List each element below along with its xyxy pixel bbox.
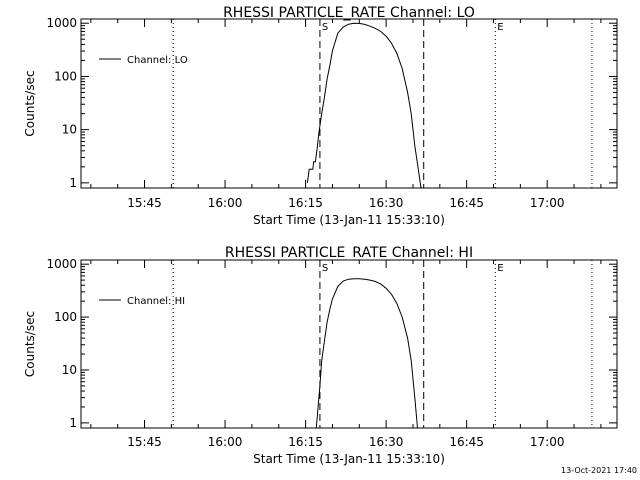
x-tick-label: 17:00 bbox=[530, 435, 565, 449]
y-tick-label: 100 bbox=[54, 69, 77, 83]
y-tick-label: 1000 bbox=[46, 16, 77, 30]
chart-panel-1: RHESSI PARTICLE_RATE Channel: LO 1 10 100 10… bbox=[23, 5, 618, 227]
y-tick-label: 10 bbox=[62, 123, 77, 137]
plot-frame bbox=[80, 18, 618, 189]
x-tick-label: 16:15 bbox=[288, 435, 323, 449]
footer-timestamp: 13-Oct-2021 17:40 bbox=[561, 466, 637, 475]
x-tick-label: 15:45 bbox=[127, 435, 162, 449]
x-tick-label: 16:00 bbox=[208, 196, 243, 210]
x-tick-label: 16:45 bbox=[449, 196, 484, 210]
plot-frame bbox=[80, 259, 618, 429]
y-axis-label: Counts/sec bbox=[23, 70, 37, 136]
y-tick-label: 1000 bbox=[46, 257, 77, 271]
x-tick-label: 16:45 bbox=[449, 435, 484, 449]
x-tick-label: 16:30 bbox=[369, 435, 404, 449]
legend-entry: Channel: LO bbox=[127, 55, 188, 66]
marker-label: E bbox=[497, 263, 503, 274]
legend-entry: Channel: HI bbox=[127, 296, 185, 307]
y-tick-label: 100 bbox=[54, 310, 77, 324]
y-tick-label: 1 bbox=[69, 176, 77, 190]
x-tick-label: 15:45 bbox=[127, 196, 162, 210]
x-tick-label: 16:00 bbox=[208, 435, 243, 449]
y-axis-label: Counts/sec bbox=[23, 311, 37, 377]
x-axis-label: Start Time (13-Jan-11 15:33:10) bbox=[253, 213, 445, 227]
marker-label: S bbox=[322, 22, 328, 33]
x-axis-label: Start Time (13-Jan-11 15:33:10) bbox=[253, 452, 445, 466]
y-tick-label: 1 bbox=[69, 416, 77, 430]
chart-title: RHESSI PARTICLE_RATE Channel: LO bbox=[223, 5, 475, 21]
marker-label: E bbox=[497, 22, 503, 33]
chart-title: RHESSI PARTICLE_RATE Channel: HI bbox=[225, 245, 473, 261]
marker-label: S bbox=[322, 263, 328, 274]
series-line bbox=[306, 22, 422, 189]
chart-panel-2: RHESSI PARTICLE_RATE Channel: HI 1 10 100 10… bbox=[23, 245, 618, 466]
x-tick-label: 16:30 bbox=[369, 196, 404, 210]
series-line bbox=[315, 278, 418, 429]
y-tick-label: 10 bbox=[62, 363, 77, 377]
x-tick-label: 17:00 bbox=[530, 196, 565, 210]
x-tick-label: 16:15 bbox=[288, 196, 323, 210]
